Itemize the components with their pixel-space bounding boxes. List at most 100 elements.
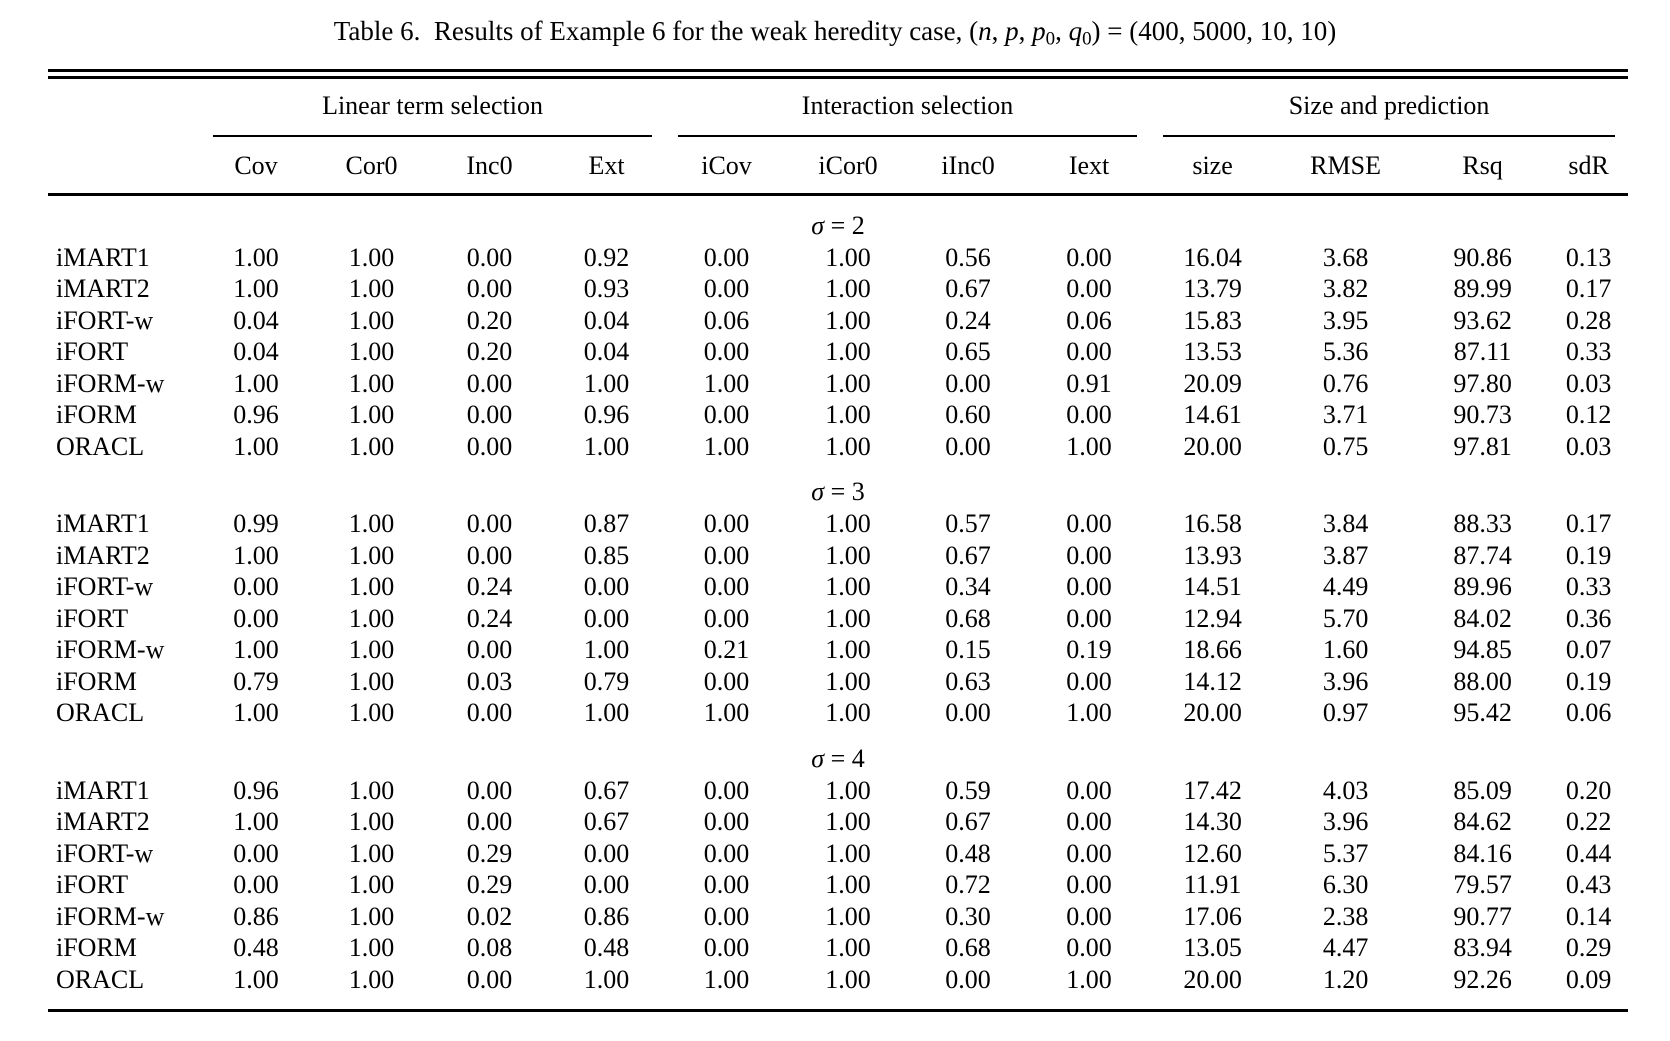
value-cell: 20.00 xyxy=(1183,431,1242,461)
table-row: iMART1 0.96 1.00 0.00 0.67 0.00 1.00 0.59 0.00 17… xyxy=(48,775,1628,807)
table-row: iFORM 0.48 1.00 0.08 0.48 0.00 1.00 0.68 0.00 13.… xyxy=(48,932,1628,964)
value-cell: 0.00 xyxy=(945,698,991,728)
value-cell: 90.86 xyxy=(1453,242,1512,272)
value-cell: 0.22 xyxy=(1565,807,1612,837)
value-cell: 1.00 xyxy=(348,368,395,398)
value-cell: 0.06 xyxy=(1565,698,1612,728)
value-cell: 1.00 xyxy=(233,540,279,570)
value-cell: 97.81 xyxy=(1453,431,1512,461)
value-cell: 20.09 xyxy=(1183,368,1242,398)
table-body: σ = 2 iMART1 1.00 1.00 0.00 0.92 0.00 1.00 0.56 0… xyxy=(48,194,1628,1011)
text-segment: p xyxy=(1032,16,1046,46)
value-cell: 1.00 xyxy=(825,400,871,430)
value-cell: 0.00 xyxy=(703,509,750,539)
value-cell: 0.03 xyxy=(1565,431,1612,461)
value-cell: 1.00 xyxy=(825,274,871,304)
table-caption: Table 6. Results of Example 6 for the we… xyxy=(0,0,1670,56)
value-cell: 0.00 xyxy=(466,242,513,272)
value-cell: 0.00 xyxy=(1066,870,1112,900)
value-cell: 1.00 xyxy=(703,431,750,461)
value-cell: 0.06 xyxy=(703,305,750,335)
value-cell: 0.48 xyxy=(233,933,279,963)
value-cell: 0.96 xyxy=(233,775,279,805)
value-cell: 0.00 xyxy=(466,775,513,805)
value-cell: 1.00 xyxy=(348,431,395,461)
value-cell: 1.00 xyxy=(825,933,871,963)
value-cell: 1.00 xyxy=(825,901,871,931)
value-cell: 1.00 xyxy=(825,964,871,994)
value-cell: 0.13 xyxy=(1565,242,1612,272)
value-cell: 0.20 xyxy=(1565,775,1612,805)
table-row: ORACL 1.00 1.00 0.00 1.00 1.00 1.00 0.00 1.00 20.… xyxy=(48,431,1628,463)
value-cell: 0.92 xyxy=(583,242,630,272)
table-row: iFORM 0.96 1.00 0.00 0.96 0.00 1.00 0.60 0.00 14.… xyxy=(48,399,1628,431)
value-cell: 4.47 xyxy=(1322,933,1369,963)
value-cell: 1.00 xyxy=(583,431,630,461)
value-cell: 0.79 xyxy=(233,666,279,696)
value-cell: 97.80 xyxy=(1453,368,1512,398)
value-cell: 1.00 xyxy=(348,933,395,963)
value-cell: 17.42 xyxy=(1183,775,1242,805)
value-cell: 11.91 xyxy=(1183,870,1242,900)
sigma-section-label: σ = 3 xyxy=(48,462,1628,508)
value-cell: 0.00 xyxy=(466,540,513,570)
value-cell: 0.19 xyxy=(1565,540,1612,570)
value-cell: 0.00 xyxy=(945,964,991,994)
text-segment: 0 xyxy=(1045,28,1056,50)
value-cell: 1.20 xyxy=(1322,964,1369,994)
value-cell: 0.96 xyxy=(233,400,279,430)
text-segment: , xyxy=(991,16,1006,46)
value-cell: 0.03 xyxy=(1565,368,1612,398)
value-cell: 1.00 xyxy=(348,400,395,430)
value-cell: 0.00 xyxy=(233,572,279,602)
col-header-iext: Iext xyxy=(1028,137,1151,196)
method-label: iMART2 xyxy=(56,540,150,570)
value-cell: 88.00 xyxy=(1453,666,1512,696)
text-segment: σ xyxy=(811,743,825,773)
sigma-section-label: σ = 4 xyxy=(48,729,1628,775)
value-cell: 13.05 xyxy=(1183,933,1242,963)
value-cell: 1.00 xyxy=(825,368,871,398)
value-cell: 0.91 xyxy=(1066,368,1112,398)
value-cell: 89.99 xyxy=(1453,274,1512,304)
value-cell: 13.53 xyxy=(1183,337,1242,367)
value-cell: 0.60 xyxy=(945,400,991,430)
value-cell: 1.00 xyxy=(825,870,871,900)
value-cell: 0.17 xyxy=(1565,509,1612,539)
value-cell: 3.96 xyxy=(1322,666,1369,696)
value-cell: 1.00 xyxy=(348,274,395,304)
value-cell: 0.19 xyxy=(1066,635,1112,665)
value-cell: 13.93 xyxy=(1183,540,1242,570)
value-cell: 0.67 xyxy=(945,274,991,304)
sigma-section-label: σ = 2 xyxy=(48,194,1628,242)
value-cell: 20.00 xyxy=(1183,964,1242,994)
col-header-cov: Cov xyxy=(200,137,312,196)
value-cell: 1.00 xyxy=(703,964,750,994)
value-cell: 1.00 xyxy=(233,431,279,461)
value-cell: 0.00 xyxy=(703,540,750,570)
value-cell: 0.00 xyxy=(466,807,513,837)
method-label: iFORM-w xyxy=(56,901,165,931)
value-cell: 0.85 xyxy=(583,540,630,570)
value-cell: 0.09 xyxy=(1565,964,1612,994)
table-row: iFORT-w 0.00 1.00 0.24 0.00 0.00 1.00 0.34 0.00 1… xyxy=(48,571,1628,603)
col-header-ext: Ext xyxy=(548,137,666,196)
value-cell: 0.00 xyxy=(1066,901,1112,931)
method-label: iFORM-w xyxy=(56,368,165,398)
value-cell: 6.30 xyxy=(1322,870,1369,900)
value-cell: 1.60 xyxy=(1322,635,1369,665)
value-cell: 1.00 xyxy=(825,572,871,602)
value-cell: 0.33 xyxy=(1565,337,1612,367)
table-row: iMART2 1.00 1.00 0.00 0.93 0.00 1.00 0.67 0.00 13… xyxy=(48,273,1628,305)
value-cell: 0.28 xyxy=(1565,305,1612,335)
text-segment: q xyxy=(1068,16,1083,46)
value-cell: 2.38 xyxy=(1322,901,1369,931)
col-header-sdr: sdR xyxy=(1549,137,1629,196)
value-cell: 0.00 xyxy=(583,870,630,900)
value-cell: 0.00 xyxy=(703,838,750,868)
value-cell: 5.37 xyxy=(1322,838,1369,868)
value-cell: 0.03 xyxy=(466,666,513,696)
value-cell: 0.36 xyxy=(1565,603,1612,633)
value-cell: 5.36 xyxy=(1322,337,1369,367)
